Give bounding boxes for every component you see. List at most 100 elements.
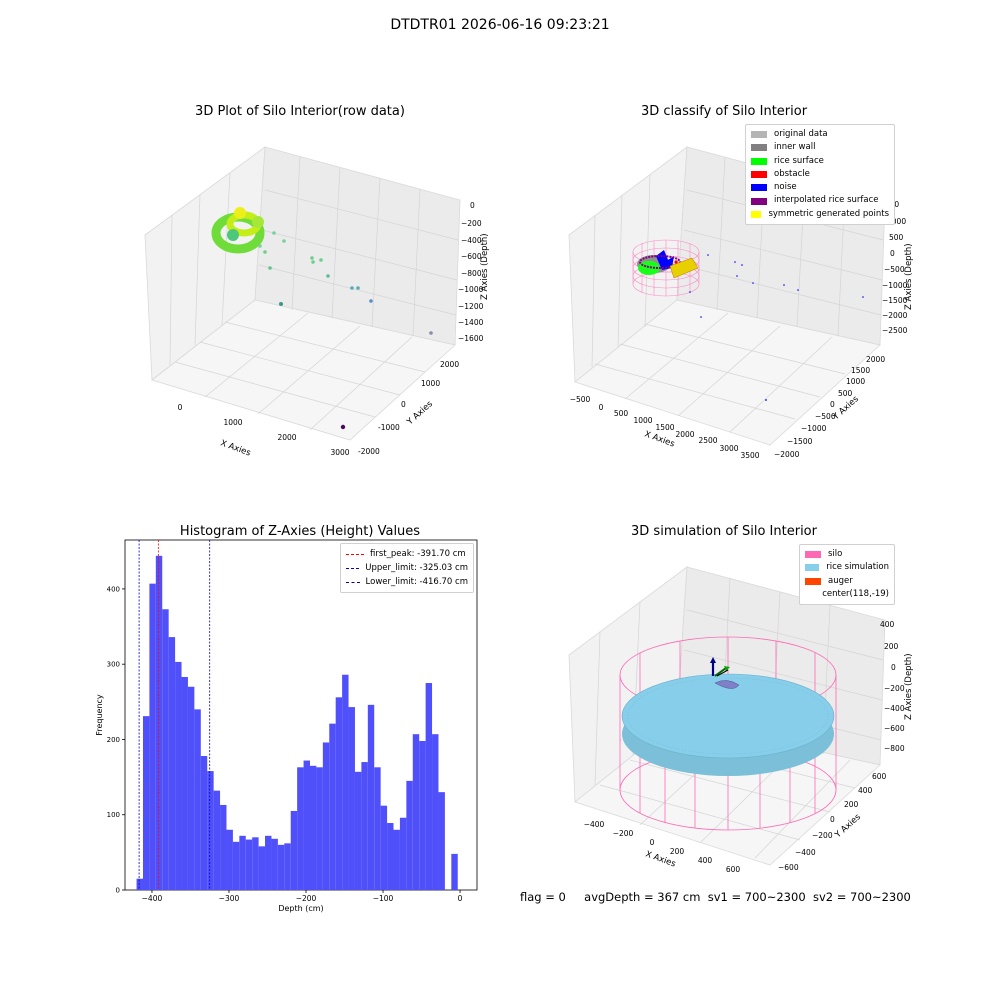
p1-ztick: −1000: [458, 285, 484, 294]
hist-bar: [412, 734, 420, 890]
legend-swatch: [751, 157, 767, 165]
p4-zlabel: Z Axies (Depth): [904, 653, 914, 720]
hist-bar: [438, 792, 445, 890]
legend-item-silo: silo: [805, 548, 889, 561]
p1-rice-cluster: [211, 207, 265, 254]
hist-bar: [425, 683, 433, 890]
p2-class-cluster: [637, 250, 699, 279]
p2-xtick: 1000: [633, 416, 652, 425]
p1-point: [311, 260, 315, 264]
panel3-title: Histogram of Z-Axies (Height) Values: [179, 524, 421, 539]
p2-ytick: 0: [830, 400, 835, 409]
legend-item-center: center(118,-19): [805, 588, 889, 601]
legend-swatch: [751, 144, 767, 152]
legend-swatch: [751, 210, 762, 218]
p4-y-ticks: −600 −400 −200 0 200 400 600: [778, 772, 887, 872]
hist-xtick: −100: [373, 894, 394, 903]
hist-bar: [406, 780, 413, 890]
hist-ytick: 0: [116, 887, 120, 895]
hist-bar: [451, 853, 458, 890]
p2-xtick: 500: [614, 409, 629, 418]
p4-ztick: 200: [884, 642, 899, 651]
panel1-chart: 0 1000 2000 3000 X Axies -2000 -1000 0 1…: [144, 146, 490, 459]
p2-x-ticks: −500 0 500 1000 1500 2000 2500 3000 3500: [570, 395, 760, 460]
p2-point: [765, 399, 767, 401]
hist-bar: [309, 765, 317, 890]
p2-ztick: −1000: [882, 281, 908, 290]
hist-ylabel: Frequency: [95, 694, 104, 736]
p1-sparse-points: [258, 231, 433, 430]
figure-title: DTDTR01 2026-06-16 09:23:21: [390, 17, 610, 33]
p1-point: [258, 244, 262, 248]
legend-swatch: [751, 131, 767, 139]
p4-rice-disc-texture: [627, 677, 829, 755]
hist-bar: [387, 823, 394, 890]
hist-bar: [142, 716, 150, 890]
hist-bar: [316, 767, 323, 890]
hist-bar: [277, 844, 285, 890]
p1-point: [310, 256, 314, 260]
hist-bar: [226, 829, 233, 890]
p2-xtick: −500: [570, 395, 591, 404]
p1-z-ticks: 0 −200 −400 −600 −800 −1000 −1200 −1400 …: [458, 201, 484, 343]
p4-rice-simulation: [621, 673, 835, 776]
legend-label: inner wall: [774, 142, 816, 153]
legend-swatch: [805, 564, 820, 572]
hist-bar: [220, 804, 227, 890]
p1-point: [268, 266, 272, 270]
legend-label: interpolated rice surface: [774, 195, 879, 206]
p2-ytick: −2000: [774, 450, 800, 459]
legend-line: [346, 567, 360, 569]
hist-xtick: −300: [219, 894, 240, 903]
p2-outlier-points: [689, 254, 864, 401]
panel4-title: 3D simulation of Silo Interior: [631, 524, 817, 539]
p1-ztick: −1200: [458, 302, 484, 311]
p1-xtick: 1000: [223, 418, 242, 427]
hist-ytick: 100: [107, 811, 120, 819]
p1-xtick: 3000: [330, 448, 349, 457]
legend-swatch: [751, 184, 767, 192]
legend-item-symmetric: symmetric generated points: [751, 208, 889, 221]
legend-item-rice-surface: rice surface: [751, 155, 889, 168]
p2-ytick: 2000: [866, 355, 885, 364]
p2-symmetric-points: [669, 257, 699, 279]
panel1-title: 3D Plot of Silo Interior(row data): [195, 104, 405, 119]
hist-bar: [329, 723, 336, 890]
p1-ztick: −600: [461, 252, 482, 261]
p4-x-ticks: −400 −200 0 200 400 600: [584, 820, 741, 874]
p1-point: [356, 286, 360, 290]
p1-cluster-inner: [227, 229, 239, 241]
p2-ytick: −1000: [801, 424, 827, 433]
p4-center-marker: [710, 657, 730, 677]
legend-label: rice simulation: [826, 562, 889, 573]
p2-legend: original data inner wall rice surface ob…: [745, 124, 895, 226]
p2-xtick: 2500: [698, 436, 717, 445]
p1-point: [279, 302, 283, 306]
avg-depth-text: avgDepth = 367 cm: [584, 890, 701, 904]
p4-xtick: 0: [650, 838, 655, 847]
legend-label: first_peak: -391.70 cm: [370, 549, 466, 559]
hist-bar: [342, 674, 349, 890]
p2-ztick: −1500: [882, 296, 908, 305]
legend-item-noise: noise: [751, 181, 889, 194]
p4-ytick: 400: [858, 786, 873, 795]
hist-xlabel: Depth (cm): [278, 904, 323, 913]
hist-bar: [380, 805, 388, 890]
hist-bar: [265, 835, 272, 890]
p2-ztick: 1000: [887, 217, 906, 226]
p1-point: [369, 299, 373, 303]
legend-label: auger: [828, 575, 853, 586]
hist-xtick: 0: [458, 894, 463, 903]
hist-bar: [374, 767, 381, 890]
p1-point: [340, 424, 346, 430]
hist-ytick: 400: [107, 585, 120, 593]
hist-x-ticks: −400 −300 −200 −100 0: [142, 890, 463, 903]
flag-text: flag = 0: [520, 890, 566, 904]
p2-point: [783, 284, 785, 286]
legend-swatch: [805, 591, 815, 598]
legend-swatch: [751, 171, 767, 179]
hist-bar: [297, 767, 304, 890]
p2-ztick: −500: [884, 265, 905, 274]
p4-auger-dip: [714, 680, 740, 689]
p4-ztick: −400: [884, 704, 905, 713]
